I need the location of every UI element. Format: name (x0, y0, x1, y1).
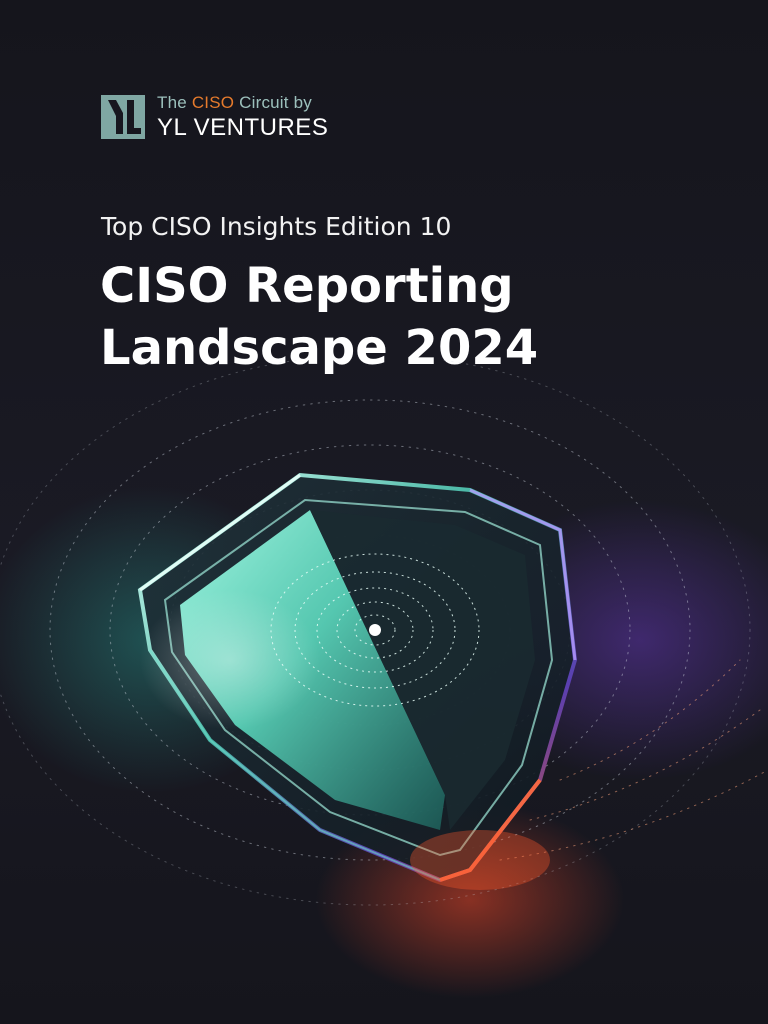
glass-shield-icon (0, 360, 768, 906)
title-line-2: Landscape 2024 (100, 320, 539, 376)
yl-logo-mark-icon (101, 95, 145, 139)
title-line-1: CISO Reporting (100, 258, 514, 314)
edition-subtitle: Top CISO Insights Edition 10 (101, 212, 452, 241)
logo-ciso-accent: CISO (191, 93, 235, 112)
logo-company-name: YL VENTURES (157, 114, 329, 141)
report-title: CISO Reporting Landscape 2024 (100, 255, 538, 379)
brand-logo[interactable]: The CISO Circuit by YL VENTURES (101, 94, 328, 140)
logo-tagline: The CISO Circuit by (157, 93, 312, 112)
logo-wordmark: The CISO Circuit by YL VENTURES (157, 94, 328, 140)
